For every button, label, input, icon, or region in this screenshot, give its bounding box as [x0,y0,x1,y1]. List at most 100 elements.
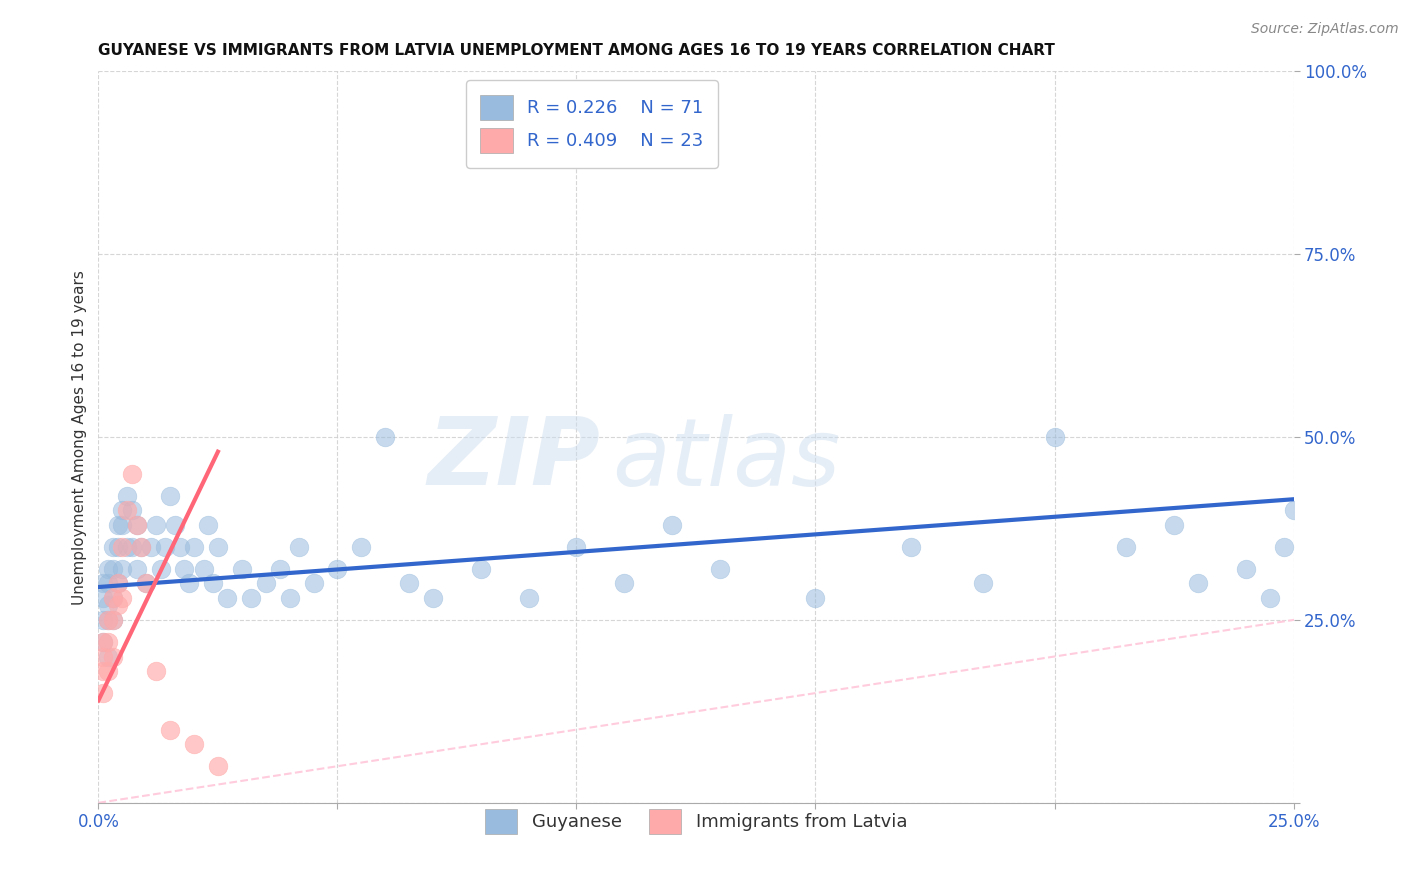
Point [179,576,201,591]
Point [169,540,191,554]
Point [240,591,263,605]
Point [91,686,114,700]
Point [278,591,301,605]
Point [107,599,129,613]
Point [1187,576,1209,591]
Point [661,517,683,532]
Point [193,562,215,576]
Point [97,576,120,591]
Point [350,540,373,554]
Point [326,562,349,576]
Point [183,540,205,554]
Point [131,540,153,554]
Legend: Guyanese, Immigrants from Latvia: Guyanese, Immigrants from Latvia [478,801,914,841]
Point [97,649,120,664]
Point [1282,503,1305,517]
Point [613,576,636,591]
Point [101,591,124,605]
Point [111,517,134,532]
Point [101,613,124,627]
Point [163,517,186,532]
Point [900,540,922,554]
Point [1163,517,1185,532]
Point [97,613,120,627]
Point [149,562,172,576]
Point [131,540,153,554]
Point [121,467,143,481]
Text: Source: ZipAtlas.com: Source: ZipAtlas.com [1251,22,1399,37]
Point [709,562,731,576]
Point [97,635,120,649]
Point [91,649,114,664]
Point [107,540,129,554]
Point [91,613,114,627]
Point [111,562,134,576]
Point [1258,591,1281,605]
Point [145,517,167,532]
Text: ZIP: ZIP [427,413,600,505]
Point [1043,430,1066,444]
Text: GUYANESE VS IMMIGRANTS FROM LATVIA UNEMPLOYMENT AMONG AGES 16 TO 19 YEARS CORREL: GUYANESE VS IMMIGRANTS FROM LATVIA UNEMP… [98,43,1056,58]
Point [91,576,114,591]
Point [972,576,994,591]
Point [269,562,291,576]
Point [101,540,124,554]
Point [121,540,143,554]
Point [115,540,138,554]
Point [254,576,277,591]
Point [111,503,134,517]
Point [565,540,588,554]
Point [135,576,157,591]
Point [91,664,114,678]
Point [1272,540,1295,554]
Point [125,517,148,532]
Point [470,562,492,576]
Point [91,635,114,649]
Point [302,576,325,591]
Point [202,576,225,591]
Point [145,664,167,678]
Point [398,576,420,591]
Point [125,517,148,532]
Point [101,649,124,664]
Point [139,540,162,554]
Point [207,759,229,773]
Point [183,737,205,751]
Point [804,591,827,605]
Point [97,613,120,627]
Point [231,562,253,576]
Point [173,562,195,576]
Point [1115,540,1137,554]
Point [1234,562,1257,576]
Point [159,723,181,737]
Point [517,591,540,605]
Point [125,562,148,576]
Point [111,540,134,554]
Point [107,576,129,591]
Text: atlas: atlas [613,414,841,505]
Point [155,540,177,554]
Point [374,430,396,444]
Point [115,489,138,503]
Point [288,540,311,554]
Point [135,576,157,591]
Point [115,503,138,517]
Point [97,664,120,678]
Point [101,562,124,576]
Point [101,613,124,627]
Point [101,591,124,605]
Point [91,591,114,605]
Point [97,562,120,576]
Point [217,591,239,605]
Point [111,591,134,605]
Point [159,489,181,503]
Point [97,599,120,613]
Point [197,517,219,532]
Point [91,635,114,649]
Point [422,591,444,605]
Point [121,503,143,517]
Y-axis label: Unemployment Among Ages 16 to 19 years: Unemployment Among Ages 16 to 19 years [72,269,87,605]
Point [107,517,129,532]
Point [107,576,129,591]
Point [207,540,229,554]
